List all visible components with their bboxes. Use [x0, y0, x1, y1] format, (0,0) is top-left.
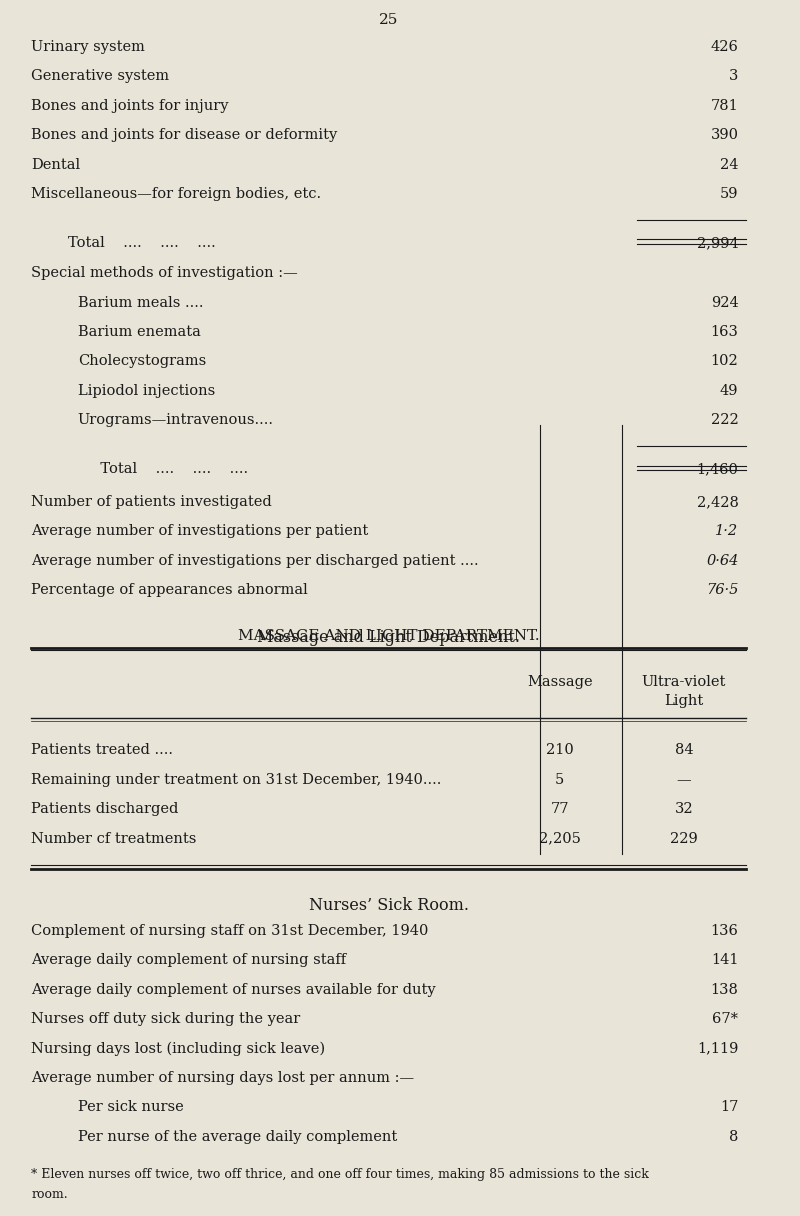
Text: 141: 141: [711, 953, 738, 968]
Text: Miscellaneous—for foreign bodies, etc.: Miscellaneous—for foreign bodies, etc.: [31, 187, 322, 201]
Text: Ultra-violet: Ultra-violet: [642, 675, 726, 688]
Text: Per sick nurse: Per sick nurse: [78, 1100, 183, 1114]
Text: Percentage of appearances abnormal: Percentage of appearances abnormal: [31, 584, 308, 597]
Text: 0·64: 0·64: [706, 553, 738, 568]
Text: * Eleven nurses off twice, two off thrice, and one off four times, making 85 adm: * Eleven nurses off twice, two off thric…: [31, 1169, 649, 1181]
Text: 210: 210: [546, 743, 574, 758]
Text: MASSAGE AND LIGHT DEPARTMENT.: MASSAGE AND LIGHT DEPARTMENT.: [238, 629, 539, 642]
Text: Special methods of investigation :—: Special methods of investigation :—: [31, 266, 298, 280]
Text: Patients treated ....: Patients treated ....: [31, 743, 173, 758]
Text: 5: 5: [555, 772, 564, 787]
Text: Remaining under treatment on 31st December, 1940....: Remaining under treatment on 31st Decemb…: [31, 772, 442, 787]
Text: Light: Light: [665, 694, 704, 709]
Text: 781: 781: [710, 98, 738, 113]
Text: 1,119: 1,119: [697, 1042, 738, 1055]
Text: Nurses’ Sick Room.: Nurses’ Sick Room.: [309, 897, 469, 914]
Text: 24: 24: [720, 158, 738, 171]
Text: Nursing days lost (including sick leave): Nursing days lost (including sick leave): [31, 1042, 326, 1055]
Text: Lipiodol injections: Lipiodol injections: [78, 384, 215, 398]
Text: Bones and joints for injury: Bones and joints for injury: [31, 98, 229, 113]
Text: 3: 3: [729, 69, 738, 84]
Text: Average number of investigations per discharged patient ....: Average number of investigations per dis…: [31, 553, 478, 568]
Text: Cholecystograms: Cholecystograms: [78, 354, 206, 368]
Text: 76·5: 76·5: [706, 584, 738, 597]
Text: 229: 229: [670, 832, 698, 845]
Text: Massage and Light Department.: Massage and Light Department.: [257, 629, 520, 646]
Text: Average daily complement of nursing staff: Average daily complement of nursing staf…: [31, 953, 346, 968]
Text: Dental: Dental: [31, 158, 80, 171]
Text: Massage: Massage: [527, 675, 593, 688]
Text: Urinary system: Urinary system: [31, 40, 145, 54]
Text: Nurses off duty sick during the year: Nurses off duty sick during the year: [31, 1012, 300, 1026]
Text: 84: 84: [674, 743, 694, 758]
Text: Total    ....    ....    ....: Total .... .... ....: [31, 462, 248, 475]
Text: Per nurse of the average daily complement: Per nurse of the average daily complemen…: [78, 1130, 397, 1144]
Text: Urograms—intravenous....: Urograms—intravenous....: [78, 413, 274, 427]
Text: 2,205: 2,205: [538, 832, 581, 845]
Text: 222: 222: [710, 413, 738, 427]
Text: 1,460: 1,460: [697, 462, 738, 475]
Text: 163: 163: [710, 325, 738, 339]
Text: Patients discharged: Patients discharged: [31, 803, 178, 816]
Text: Number cf treatments: Number cf treatments: [31, 832, 197, 845]
Text: 32: 32: [674, 803, 694, 816]
Text: Barium meals ....: Barium meals ....: [78, 295, 203, 310]
Text: Average daily complement of nurses available for duty: Average daily complement of nurses avail…: [31, 983, 436, 997]
Text: 136: 136: [710, 924, 738, 938]
Text: 138: 138: [710, 983, 738, 997]
Text: 426: 426: [710, 40, 738, 54]
Text: 59: 59: [720, 187, 738, 201]
Text: 8: 8: [729, 1130, 738, 1144]
Text: —: —: [677, 772, 691, 787]
Text: Total    ....    ....    ....: Total .... .... ....: [31, 236, 216, 250]
Text: 25: 25: [379, 13, 398, 27]
Text: Average number of nursing days lost per annum :—: Average number of nursing days lost per …: [31, 1071, 414, 1085]
Text: 1·2: 1·2: [715, 524, 738, 539]
Text: 102: 102: [710, 354, 738, 368]
Text: 2,994: 2,994: [697, 236, 738, 250]
Text: room.: room.: [31, 1188, 68, 1200]
Text: 67*: 67*: [713, 1012, 738, 1026]
Text: Number of patients investigated: Number of patients investigated: [31, 495, 272, 510]
Text: Complement of nursing staff on 31st December, 1940: Complement of nursing staff on 31st Dece…: [31, 924, 429, 938]
Text: 2,428: 2,428: [697, 495, 738, 510]
Text: Barium enemata: Barium enemata: [78, 325, 201, 339]
Text: 390: 390: [710, 128, 738, 142]
Text: 77: 77: [550, 803, 569, 816]
Text: Bones and joints for disease or deformity: Bones and joints for disease or deformit…: [31, 128, 338, 142]
Text: 17: 17: [720, 1100, 738, 1114]
Text: 49: 49: [720, 384, 738, 398]
Text: Generative system: Generative system: [31, 69, 170, 84]
Text: 924: 924: [710, 295, 738, 310]
Text: Average number of investigations per patient: Average number of investigations per pat…: [31, 524, 368, 539]
